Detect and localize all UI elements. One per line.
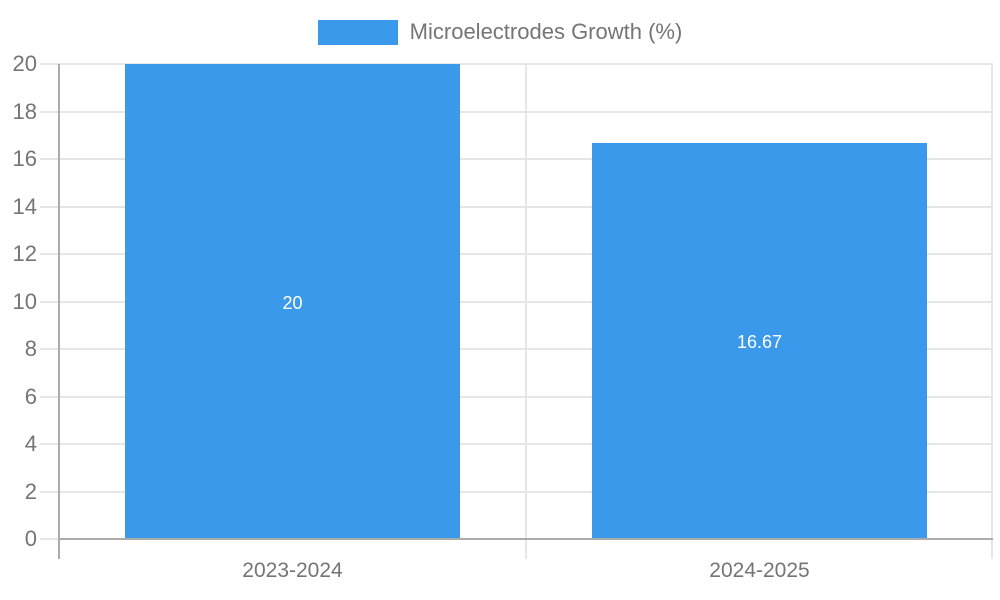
plot-area: 0 2 4 6 8 10 12 14 16 18 20 20 16.67 2023-2024 2024-20… (13, 52, 993, 582)
gridline-y-14 (40, 205, 993, 208)
gridline-y-4 (40, 443, 993, 445)
x-axis-label-2023-2024: 2023-2024 (242, 559, 343, 582)
gridline-y-18 (40, 110, 993, 113)
y-tick-label: 18 (12, 98, 37, 124)
y-tick-label: 14 (12, 193, 37, 219)
legend-label: Microelectrodes Growth (%) (409, 19, 683, 44)
y-tick-label: 10 (12, 288, 37, 314)
gridline-y-16 (40, 158, 993, 160)
y-axis-line (58, 64, 60, 559)
gridline-y-2 (40, 490, 993, 493)
gridline-y-8 (40, 348, 993, 350)
legend-swatch (317, 19, 398, 45)
x-axis-line (59, 538, 993, 540)
y-tick-label: 20 (12, 51, 37, 76)
gridline-y-20 (40, 63, 993, 65)
y-tick-label: 12 (12, 241, 37, 266)
x-axis-label-2024-2025: 2024-2025 (709, 559, 810, 582)
category-separator-line (525, 64, 527, 559)
bar-2024-2025: 16.67 (592, 143, 927, 539)
bar-2023-2024: 20 (125, 64, 460, 539)
y-tick-label: 4 (24, 431, 37, 456)
y-tick-label: 16 (12, 146, 37, 171)
plot-right-border (991, 64, 993, 559)
gridline-y-12 (40, 253, 993, 255)
chart-legend: Microelectrodes Growth (%) (0, 19, 1000, 45)
y-tick-label: 8 (24, 336, 37, 361)
bar-value-label: 20 (282, 292, 303, 313)
y-tick-label: 0 (24, 526, 37, 551)
y-tick-label: 2 (24, 478, 37, 504)
gridline-y-10 (40, 300, 993, 303)
y-tick-label: 6 (24, 383, 37, 409)
bar-value-label: 16.67 (736, 332, 783, 352)
gridline-y-6 (40, 395, 993, 398)
